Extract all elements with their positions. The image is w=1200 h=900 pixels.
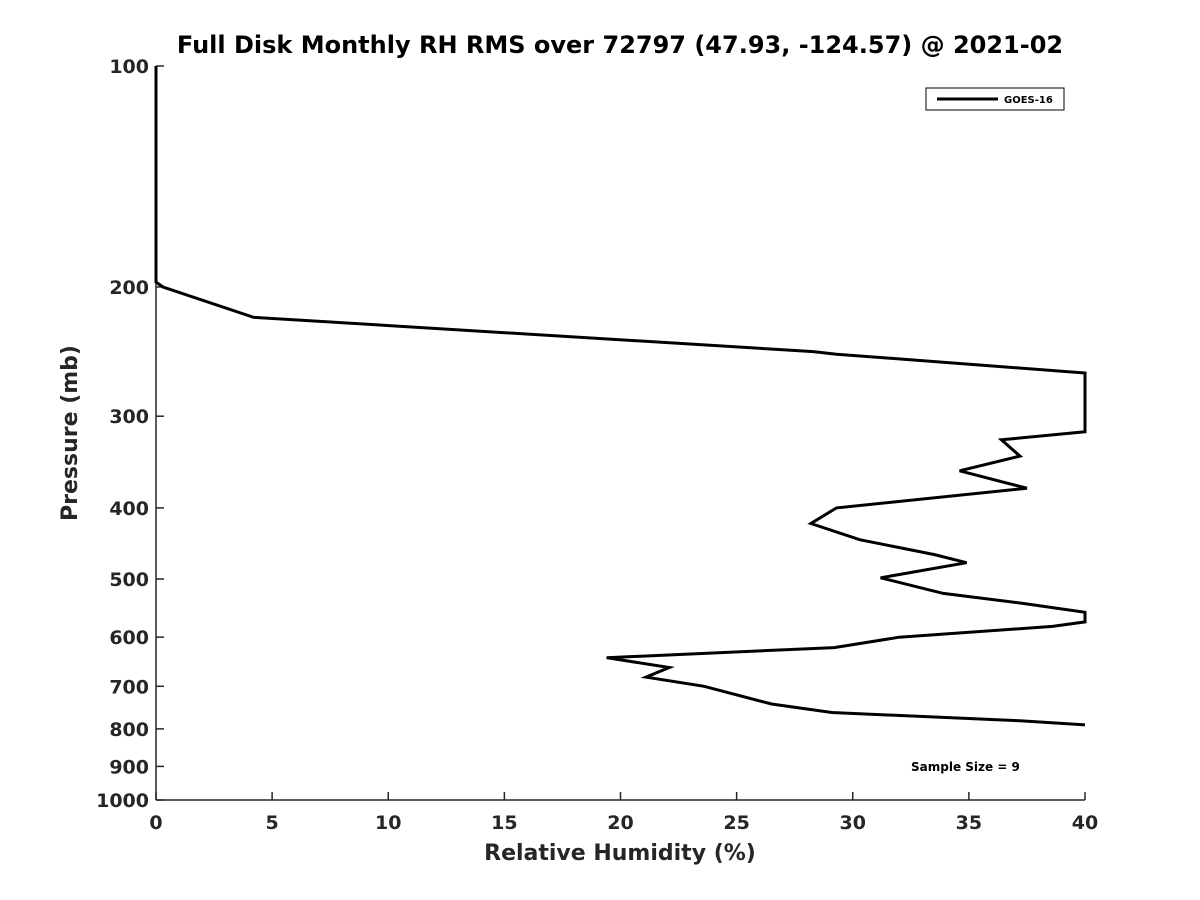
series-line-goes-16	[154, 66, 1087, 727]
x-axis: 0 5 10 15 20 25 30 35 40	[149, 792, 1098, 834]
y-tick-label: 800	[109, 719, 149, 741]
x-tick-label: 0	[149, 812, 162, 834]
legend-label-goes16: GOES-16	[1004, 95, 1053, 106]
legend: GOES-16	[925, 87, 1065, 111]
y-tick-label: 700	[109, 676, 149, 698]
y-tick-label: 900	[109, 756, 149, 778]
y-tick-label: 500	[109, 569, 149, 591]
x-tick-label: 5	[266, 812, 279, 834]
y-axis: 100 200 300 400 500 600 700 800 900 1000	[96, 56, 164, 812]
y-tick-label: 600	[109, 627, 149, 649]
y-tick-label: 100	[109, 56, 149, 78]
y-tick-label: 1000	[96, 790, 149, 812]
y-axis-label: Pressure (mb)	[58, 345, 83, 521]
x-tick-label: 40	[1072, 812, 1098, 834]
sample-size-annotation: Sample Size = 9	[911, 760, 1020, 774]
x-tick-label: 10	[375, 812, 401, 834]
x-tick-label: 25	[723, 812, 749, 834]
x-tick-label: 15	[491, 812, 517, 834]
x-tick-label: 30	[840, 812, 866, 834]
y-tick-label: 300	[109, 406, 149, 428]
series-layer	[154, 66, 1087, 727]
y-tick-label: 400	[109, 498, 149, 520]
x-axis-label: Relative Humidity (%)	[484, 841, 756, 866]
x-tick-label: 20	[607, 812, 633, 834]
chart-title: Full Disk Monthly RH RMS over 72797 (47.…	[177, 31, 1063, 59]
x-tick-label: 35	[956, 812, 982, 834]
y-tick-label: 200	[109, 277, 149, 299]
